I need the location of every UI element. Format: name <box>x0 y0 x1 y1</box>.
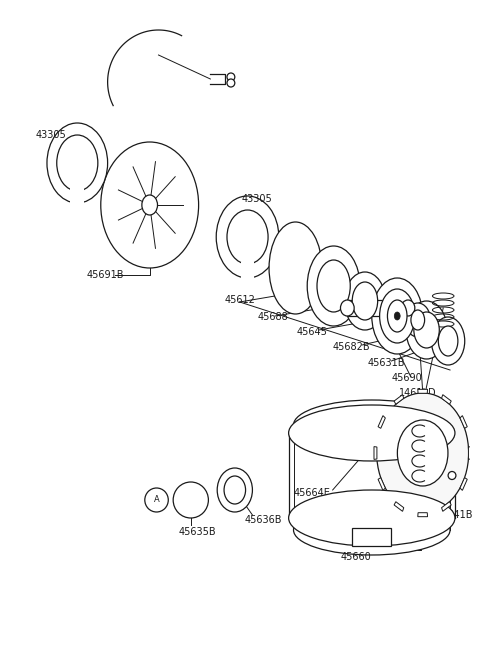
Circle shape <box>227 73 235 81</box>
Text: 45660: 45660 <box>340 552 371 562</box>
Ellipse shape <box>288 405 455 461</box>
Text: 45664E: 45664E <box>293 488 330 498</box>
Text: 45635B: 45635B <box>178 527 216 537</box>
Ellipse shape <box>317 260 350 312</box>
Text: 45631B: 45631B <box>368 358 406 368</box>
Ellipse shape <box>47 123 108 203</box>
Circle shape <box>173 482 208 518</box>
Polygon shape <box>418 389 428 394</box>
Ellipse shape <box>344 272 385 330</box>
Polygon shape <box>468 447 471 459</box>
Text: A: A <box>154 495 159 504</box>
Polygon shape <box>460 416 467 428</box>
Text: 45688: 45688 <box>257 312 288 322</box>
Polygon shape <box>418 513 428 517</box>
Polygon shape <box>442 502 451 511</box>
Ellipse shape <box>438 326 458 356</box>
Ellipse shape <box>377 393 468 513</box>
Text: 45686: 45686 <box>399 403 430 413</box>
Ellipse shape <box>401 300 415 316</box>
Ellipse shape <box>224 476 246 504</box>
Ellipse shape <box>142 195 157 215</box>
Ellipse shape <box>372 278 423 354</box>
Ellipse shape <box>227 210 268 264</box>
Text: 45690: 45690 <box>391 373 422 383</box>
Polygon shape <box>442 395 451 404</box>
Polygon shape <box>394 395 404 404</box>
Ellipse shape <box>411 310 425 330</box>
Ellipse shape <box>216 196 279 278</box>
Ellipse shape <box>217 468 252 512</box>
Text: 43305: 43305 <box>35 130 66 140</box>
Ellipse shape <box>414 312 439 348</box>
Text: 45691B: 45691B <box>86 270 123 280</box>
Ellipse shape <box>101 142 199 268</box>
Ellipse shape <box>288 490 455 546</box>
Ellipse shape <box>406 301 447 359</box>
Circle shape <box>448 472 456 480</box>
Text: 45682B: 45682B <box>333 342 370 352</box>
Circle shape <box>227 79 235 87</box>
Text: 45664E: 45664E <box>311 520 348 530</box>
Ellipse shape <box>269 222 322 314</box>
Ellipse shape <box>387 300 407 332</box>
Bar <box>240 262 254 282</box>
Ellipse shape <box>293 400 450 450</box>
Bar <box>348 300 408 316</box>
Ellipse shape <box>405 303 431 337</box>
Ellipse shape <box>293 505 450 555</box>
Ellipse shape <box>307 246 360 326</box>
Polygon shape <box>460 478 467 491</box>
Text: 45645: 45645 <box>297 327 327 337</box>
Ellipse shape <box>394 312 400 320</box>
Ellipse shape <box>352 282 378 320</box>
Text: 43305: 43305 <box>241 194 273 204</box>
Polygon shape <box>378 416 385 428</box>
Text: 45612: 45612 <box>225 295 256 305</box>
Polygon shape <box>378 478 385 491</box>
Bar <box>71 187 84 207</box>
Text: 45636B: 45636B <box>245 515 282 525</box>
Ellipse shape <box>380 289 415 343</box>
Ellipse shape <box>57 135 98 191</box>
Bar <box>352 528 391 546</box>
Ellipse shape <box>397 420 448 486</box>
Text: 1461LD: 1461LD <box>399 388 437 398</box>
Ellipse shape <box>340 300 354 316</box>
Text: 45641B: 45641B <box>435 510 473 520</box>
Polygon shape <box>374 447 377 459</box>
Ellipse shape <box>432 317 465 365</box>
Polygon shape <box>394 502 404 511</box>
